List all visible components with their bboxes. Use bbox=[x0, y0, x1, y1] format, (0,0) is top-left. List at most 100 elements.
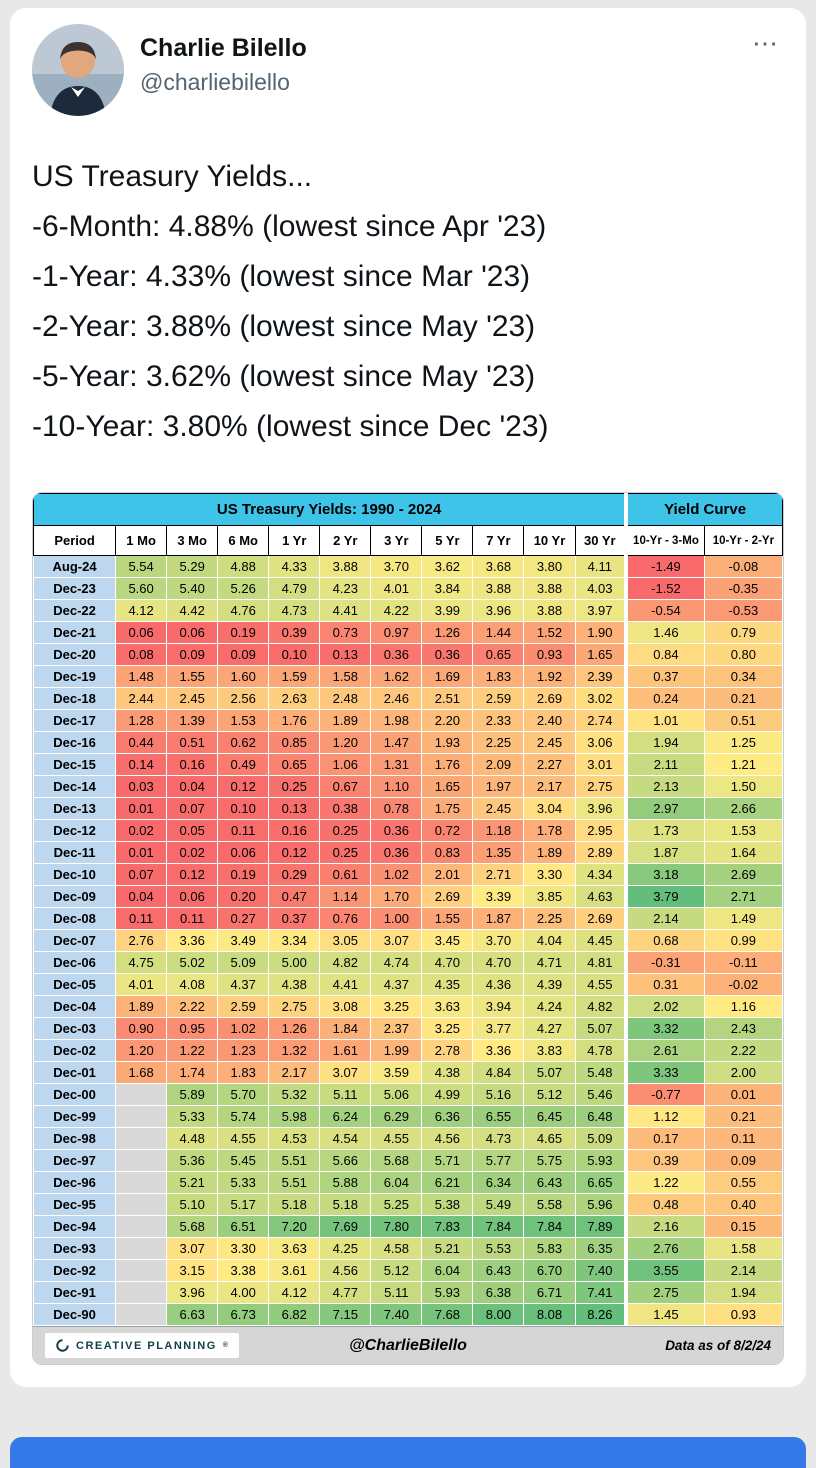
yield-cell: 6.34 bbox=[472, 1171, 525, 1194]
yield-cell: 3.15 bbox=[166, 1259, 219, 1282]
yield-cell: 1.70 bbox=[370, 885, 423, 908]
yield-cell: 0.19 bbox=[217, 621, 270, 644]
yield-cell: 3.34 bbox=[268, 929, 321, 952]
tweet-text-line: -10-Year: 3.80% (lowest since Dec '23) bbox=[32, 410, 549, 443]
yield-cell: 1.89 bbox=[115, 995, 168, 1018]
yield-cell: 4.42 bbox=[166, 599, 219, 622]
curve-cell: 2.69 bbox=[703, 863, 783, 886]
yield-cell: 4.01 bbox=[115, 973, 168, 996]
yield-cell: 1.98 bbox=[370, 709, 423, 732]
period-cell: Dec-12 bbox=[33, 819, 117, 842]
yield-cell: 0.65 bbox=[268, 753, 321, 776]
yield-cell: 2.71 bbox=[472, 863, 525, 886]
creative-planning-logo: CREATIVE PLANNING ® bbox=[45, 1333, 240, 1358]
yield-cell: 1.20 bbox=[115, 1039, 168, 1062]
yield-cell: 2.69 bbox=[421, 885, 474, 908]
yield-cell: 3.70 bbox=[472, 929, 525, 952]
table-title: US Treasury Yields: 1990 - 2024 bbox=[33, 493, 627, 526]
yield-cell: 3.39 bbox=[472, 885, 525, 908]
period-cell: Dec-95 bbox=[33, 1193, 117, 1216]
yield-cell: 5.36 bbox=[166, 1149, 219, 1172]
table-row: Dec-16 0.44 0.51 0.62 0.85 1.20 1.47 1.93 2.25 2.… bbox=[33, 731, 783, 754]
yield-cell: 2.17 bbox=[523, 775, 576, 798]
yield-cell: 4.37 bbox=[217, 973, 270, 996]
yield-cell: 5.58 bbox=[523, 1193, 576, 1216]
yield-cell: 5.48 bbox=[574, 1061, 627, 1084]
yield-cell: 3.25 bbox=[421, 1017, 474, 1040]
more-options-icon[interactable]: ⋯ bbox=[752, 28, 780, 58]
curve-cell: -0.77 bbox=[624, 1083, 705, 1106]
yield-cell: 4.27 bbox=[523, 1017, 576, 1040]
author-name[interactable]: Charlie Bilello bbox=[140, 34, 307, 62]
yield-cell: 4.01 bbox=[370, 577, 423, 600]
yield-cell: 0.01 bbox=[115, 841, 168, 864]
yield-cell: 1.97 bbox=[472, 775, 525, 798]
period-cell: Dec-21 bbox=[33, 621, 117, 644]
tweet-text-line: -6-Month: 4.88% (lowest since Apr '23) bbox=[32, 210, 547, 243]
yield-cell: 2.33 bbox=[472, 709, 525, 732]
yield-cell bbox=[115, 1281, 168, 1304]
yield-cell: 2.74 bbox=[574, 709, 627, 732]
column-header: 2 Yr bbox=[319, 525, 372, 556]
yield-cell: 4.00 bbox=[217, 1281, 270, 1304]
yield-cell: 0.08 bbox=[115, 643, 168, 666]
yield-cell: 1.32 bbox=[268, 1039, 321, 1062]
yield-cell: 5.02 bbox=[166, 951, 219, 974]
yield-cell: 0.36 bbox=[370, 819, 423, 842]
yield-cell: 5.11 bbox=[319, 1083, 372, 1106]
yield-cell: 0.01 bbox=[115, 797, 168, 820]
yield-cell: 1.28 bbox=[115, 709, 168, 732]
yield-cell: 5.93 bbox=[421, 1281, 474, 1304]
yield-cell bbox=[115, 1127, 168, 1150]
yield-cell: 0.61 bbox=[319, 863, 372, 886]
period-cell: Dec-18 bbox=[33, 687, 117, 710]
yield-cell: 6.51 bbox=[217, 1215, 270, 1238]
table-row: Dec-19 1.48 1.55 1.60 1.59 1.58 1.62 1.69 1.83 1.… bbox=[33, 665, 783, 688]
yield-cell: 1.90 bbox=[574, 621, 627, 644]
period-cell: Dec-22 bbox=[33, 599, 117, 622]
table-row: Aug-24 5.54 5.29 4.88 4.33 3.88 3.70 3.62 3.68 3.… bbox=[33, 555, 783, 578]
yield-cell: 2.95 bbox=[574, 819, 627, 842]
yield-cell: 4.82 bbox=[319, 951, 372, 974]
curve-cell: 3.79 bbox=[624, 885, 705, 908]
yield-cell: 1.23 bbox=[217, 1039, 270, 1062]
yield-cell: 1.35 bbox=[472, 841, 525, 864]
yield-cell: 6.29 bbox=[370, 1105, 423, 1128]
yield-cell: 4.03 bbox=[574, 577, 627, 600]
yield-cell: 1.76 bbox=[421, 753, 474, 776]
yield-cell: 2.75 bbox=[574, 775, 627, 798]
yield-cell: 1.89 bbox=[319, 709, 372, 732]
table-row: Dec-10 0.07 0.12 0.19 0.29 0.61 1.02 2.01 2.71 3.… bbox=[33, 863, 783, 886]
yield-cell: 0.13 bbox=[319, 643, 372, 666]
yield-cell: 4.04 bbox=[523, 929, 576, 952]
table-row: Dec-08 0.11 0.11 0.27 0.37 0.76 1.00 1.55 1.87 2.… bbox=[33, 907, 783, 930]
yield-cell: 2.56 bbox=[217, 687, 270, 710]
yield-cell: 8.26 bbox=[574, 1303, 627, 1326]
column-header: 3 Yr bbox=[370, 525, 423, 556]
avatar[interactable] bbox=[32, 24, 124, 116]
curve-cell: 0.17 bbox=[624, 1127, 705, 1150]
yield-cell: 4.12 bbox=[115, 599, 168, 622]
table-row: Dec-94 5.68 6.51 7.20 7.69 7.80 7.83 7.84 7.84 7.… bbox=[33, 1215, 783, 1238]
yield-cell: 6.65 bbox=[574, 1171, 627, 1194]
yield-cell: 5.60 bbox=[115, 577, 168, 600]
yield-cell: 0.04 bbox=[115, 885, 168, 908]
yield-cell: 0.72 bbox=[421, 819, 474, 842]
yield-cell: 5.11 bbox=[370, 1281, 423, 1304]
yield-cell: 0.29 bbox=[268, 863, 321, 886]
curve-cell: 2.11 bbox=[624, 753, 705, 776]
author-handle[interactable]: @charliebilello bbox=[140, 69, 290, 95]
yield-cell: 0.25 bbox=[319, 841, 372, 864]
yield-cell: 3.05 bbox=[319, 929, 372, 952]
treasury-table-media[interactable]: US Treasury Yields: 1990 - 2024 Yield Cu… bbox=[32, 492, 784, 1365]
yield-cell: 0.95 bbox=[166, 1017, 219, 1040]
table-row: Dec-04 1.89 2.22 2.59 2.75 3.08 3.25 3.63 3.94 4.… bbox=[33, 995, 783, 1018]
yield-cell: 5.77 bbox=[472, 1149, 525, 1172]
yield-cell bbox=[115, 1215, 168, 1238]
yield-cell: 4.25 bbox=[319, 1237, 372, 1260]
curve-cell: 0.34 bbox=[703, 665, 783, 688]
yield-cell: 5.71 bbox=[421, 1149, 474, 1172]
yield-table-body: Aug-24 5.54 5.29 4.88 4.33 3.88 3.70 3.62 3.68 3.… bbox=[33, 555, 783, 1326]
yield-cell: 3.59 bbox=[370, 1061, 423, 1084]
yield-cell: 3.96 bbox=[472, 599, 525, 622]
